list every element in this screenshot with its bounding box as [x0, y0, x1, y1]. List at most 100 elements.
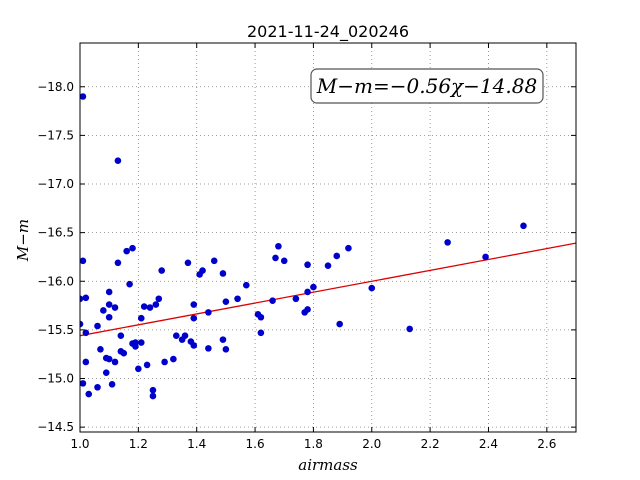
data-point: [205, 309, 212, 316]
data-point: [520, 222, 527, 230]
y-axis-label: M−m: [14, 219, 32, 262]
data-point: [406, 325, 413, 333]
y-tick-label: −16.0: [37, 274, 74, 288]
data-point: [222, 298, 230, 305]
data-point: [275, 242, 282, 250]
fit-line: [80, 242, 576, 337]
data-point: [181, 332, 189, 340]
data-point: [210, 257, 218, 265]
data-point: [161, 358, 168, 366]
x-tick-label: 2.2: [421, 437, 440, 451]
chart-title: 2021-11-24_020246: [247, 22, 409, 42]
y-tick-label: −17.0: [37, 177, 74, 191]
y-tick-label: −17.5: [37, 128, 74, 142]
data-point: [105, 355, 113, 363]
data-point: [126, 280, 133, 288]
data-point: [129, 244, 136, 252]
x-tick-label: 2.4: [479, 437, 498, 451]
y-tick-label: −18.0: [37, 80, 74, 94]
data-point: [234, 295, 241, 303]
data-point: [257, 329, 265, 337]
data-point: [108, 381, 116, 388]
data-point: [80, 93, 87, 100]
data-point: [155, 295, 163, 303]
data-point: [137, 339, 145, 346]
data-point: [199, 267, 206, 274]
data-point: [336, 320, 343, 328]
x-axis-label: airmass: [298, 456, 358, 474]
data-point: [80, 380, 87, 387]
data-point: [243, 281, 250, 289]
data-point: [205, 345, 212, 352]
data-point: [82, 294, 90, 302]
data-point: [170, 355, 177, 363]
data-point: [111, 304, 119, 311]
data-point: [123, 247, 130, 255]
data-point: [82, 329, 90, 337]
x-tick-label: 1.8: [304, 437, 323, 451]
data-point: [111, 358, 119, 366]
data-point: [85, 390, 93, 398]
data-point: [172, 332, 180, 340]
data-point: [105, 301, 113, 308]
data-point: [80, 320, 84, 328]
data-point: [114, 157, 122, 164]
data-point: [190, 301, 198, 308]
data-point: [105, 313, 113, 321]
data-point: [117, 332, 125, 340]
data-point: [149, 386, 157, 394]
data-point: [149, 392, 157, 400]
data-point: [140, 303, 148, 310]
data-point: [368, 284, 376, 292]
data-point: [292, 295, 300, 303]
fit-annotation-box: M−m=−0.56χ−14.88: [310, 68, 544, 104]
data-point: [100, 307, 107, 314]
data-point: [190, 314, 198, 322]
data-point: [105, 288, 113, 296]
data-point: [158, 267, 165, 274]
data-point: [120, 349, 128, 357]
data-point: [190, 342, 198, 349]
x-tick-label: 2.6: [537, 437, 556, 451]
plot-area: [80, 43, 576, 432]
y-tick-label: −15.5: [37, 323, 74, 337]
data-point: [269, 297, 276, 305]
data-point: [94, 383, 101, 391]
data-point: [80, 257, 87, 265]
grid: [79, 43, 576, 432]
data-point: [219, 270, 227, 277]
data-point: [324, 262, 332, 270]
data-point: [304, 288, 311, 296]
data-point: [80, 295, 84, 303]
data-point: [82, 358, 90, 366]
data-point: [482, 253, 489, 261]
data-point: [135, 365, 142, 373]
x-tick-label: 1.6: [246, 437, 265, 451]
fit-equation: M−m=−0.56χ−14.88: [316, 74, 537, 98]
plot-frame: [79, 42, 577, 433]
data-point: [143, 361, 151, 369]
y-tick-label: −15.0: [37, 372, 74, 386]
data-point: [304, 261, 311, 269]
data-point: [345, 244, 352, 252]
data-point: [146, 304, 154, 311]
data-point: [152, 301, 160, 308]
data-point: [184, 259, 192, 267]
data-point: [97, 346, 104, 353]
data-point: [222, 346, 230, 353]
data-point: [280, 257, 288, 265]
data-point: [94, 322, 101, 330]
data-point: [333, 252, 341, 260]
data-point: [219, 336, 227, 343]
x-tick-label: 2.0: [362, 437, 381, 451]
y-tick-label: −14.5: [37, 420, 74, 434]
y-tick-label: −16.5: [37, 226, 74, 240]
data-point: [304, 306, 311, 313]
annotation-box-frame: [310, 68, 544, 104]
x-tick-label: 1.0: [70, 437, 89, 451]
data-point: [137, 314, 145, 322]
axis-ticks: 1.0 1.2 1.4 1.6 1.8 2.0 2.2 2.4 2.6 −14.5 −15.0 −15…: [37, 43, 576, 451]
data-point: [114, 259, 122, 267]
data-point: [310, 283, 317, 291]
